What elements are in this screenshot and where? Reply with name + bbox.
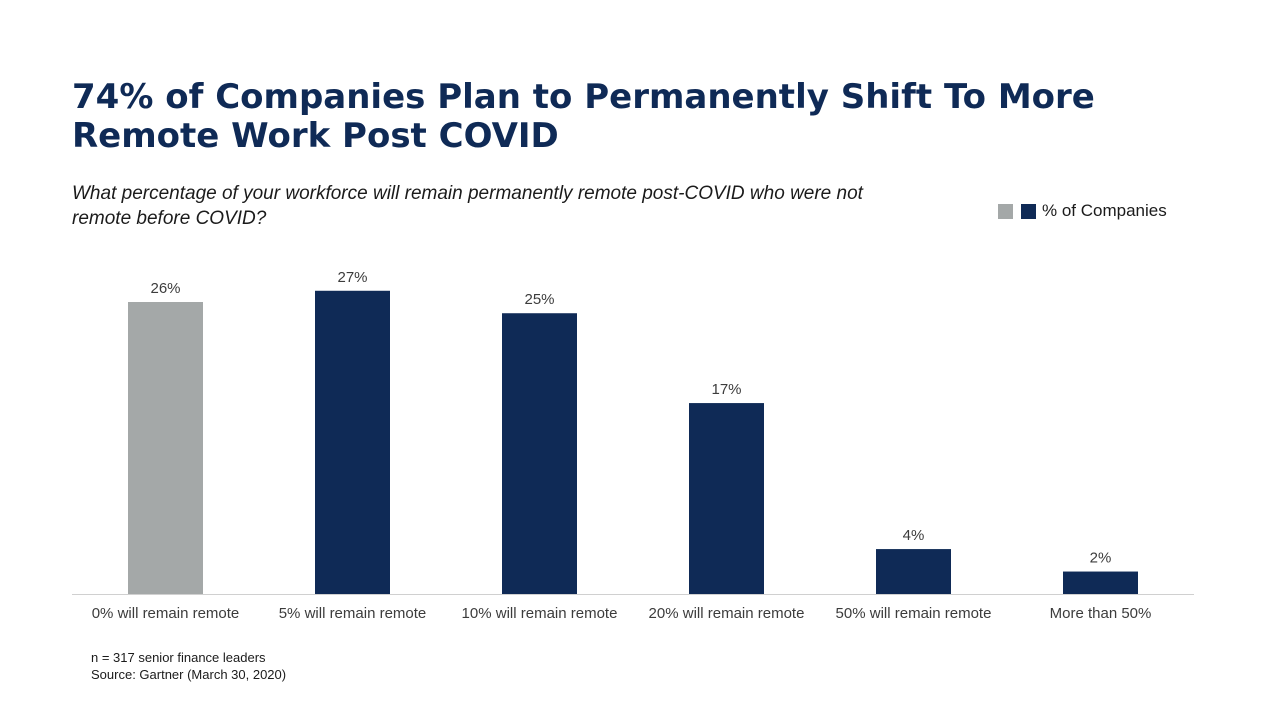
data-label: 26% bbox=[150, 280, 180, 297]
bar bbox=[1063, 571, 1138, 594]
bar bbox=[876, 549, 951, 594]
data-label: 25% bbox=[524, 291, 554, 308]
labels-group: 26% 0% will remain remote 27% 5% will remai… bbox=[92, 269, 1152, 622]
bars-group bbox=[128, 290, 1138, 594]
bar bbox=[689, 403, 764, 594]
chart-title: 74% of Companies Plan to Permanently Shi… bbox=[72, 77, 1095, 156]
bar bbox=[128, 302, 203, 594]
source-note: Source: Gartner (March 30, 2020) bbox=[91, 667, 287, 682]
legend-swatch-navy bbox=[1021, 203, 1036, 219]
x-tick-label: 10% will remain remote bbox=[462, 605, 618, 622]
x-tick-label: 0% will remain remote bbox=[92, 605, 240, 622]
x-tick-label: More than 50% bbox=[1050, 605, 1152, 622]
sample-note: n = 317 senior finance leaders bbox=[91, 650, 266, 665]
bar-chart: 26% 0% will remain remote 27% 5% will remai… bbox=[72, 269, 1194, 622]
chart-subtitle: What percentage of your workforce will r… bbox=[72, 183, 863, 229]
legend-label: % of Companies bbox=[1042, 201, 1167, 220]
legend-swatch-gray bbox=[998, 203, 1013, 219]
x-tick-label: 5% will remain remote bbox=[279, 605, 427, 622]
data-label: 2% bbox=[1090, 550, 1112, 567]
bar bbox=[502, 313, 577, 594]
bar bbox=[315, 290, 390, 594]
data-label: 17% bbox=[711, 381, 741, 398]
data-label: 27% bbox=[337, 269, 367, 286]
x-tick-label: 20% will remain remote bbox=[649, 605, 805, 622]
data-label: 4% bbox=[903, 527, 925, 544]
footer: n = 317 senior finance leaders Source: G… bbox=[91, 649, 286, 683]
x-tick-label: 50% will remain remote bbox=[836, 605, 992, 622]
legend: % of Companies bbox=[998, 201, 1167, 221]
